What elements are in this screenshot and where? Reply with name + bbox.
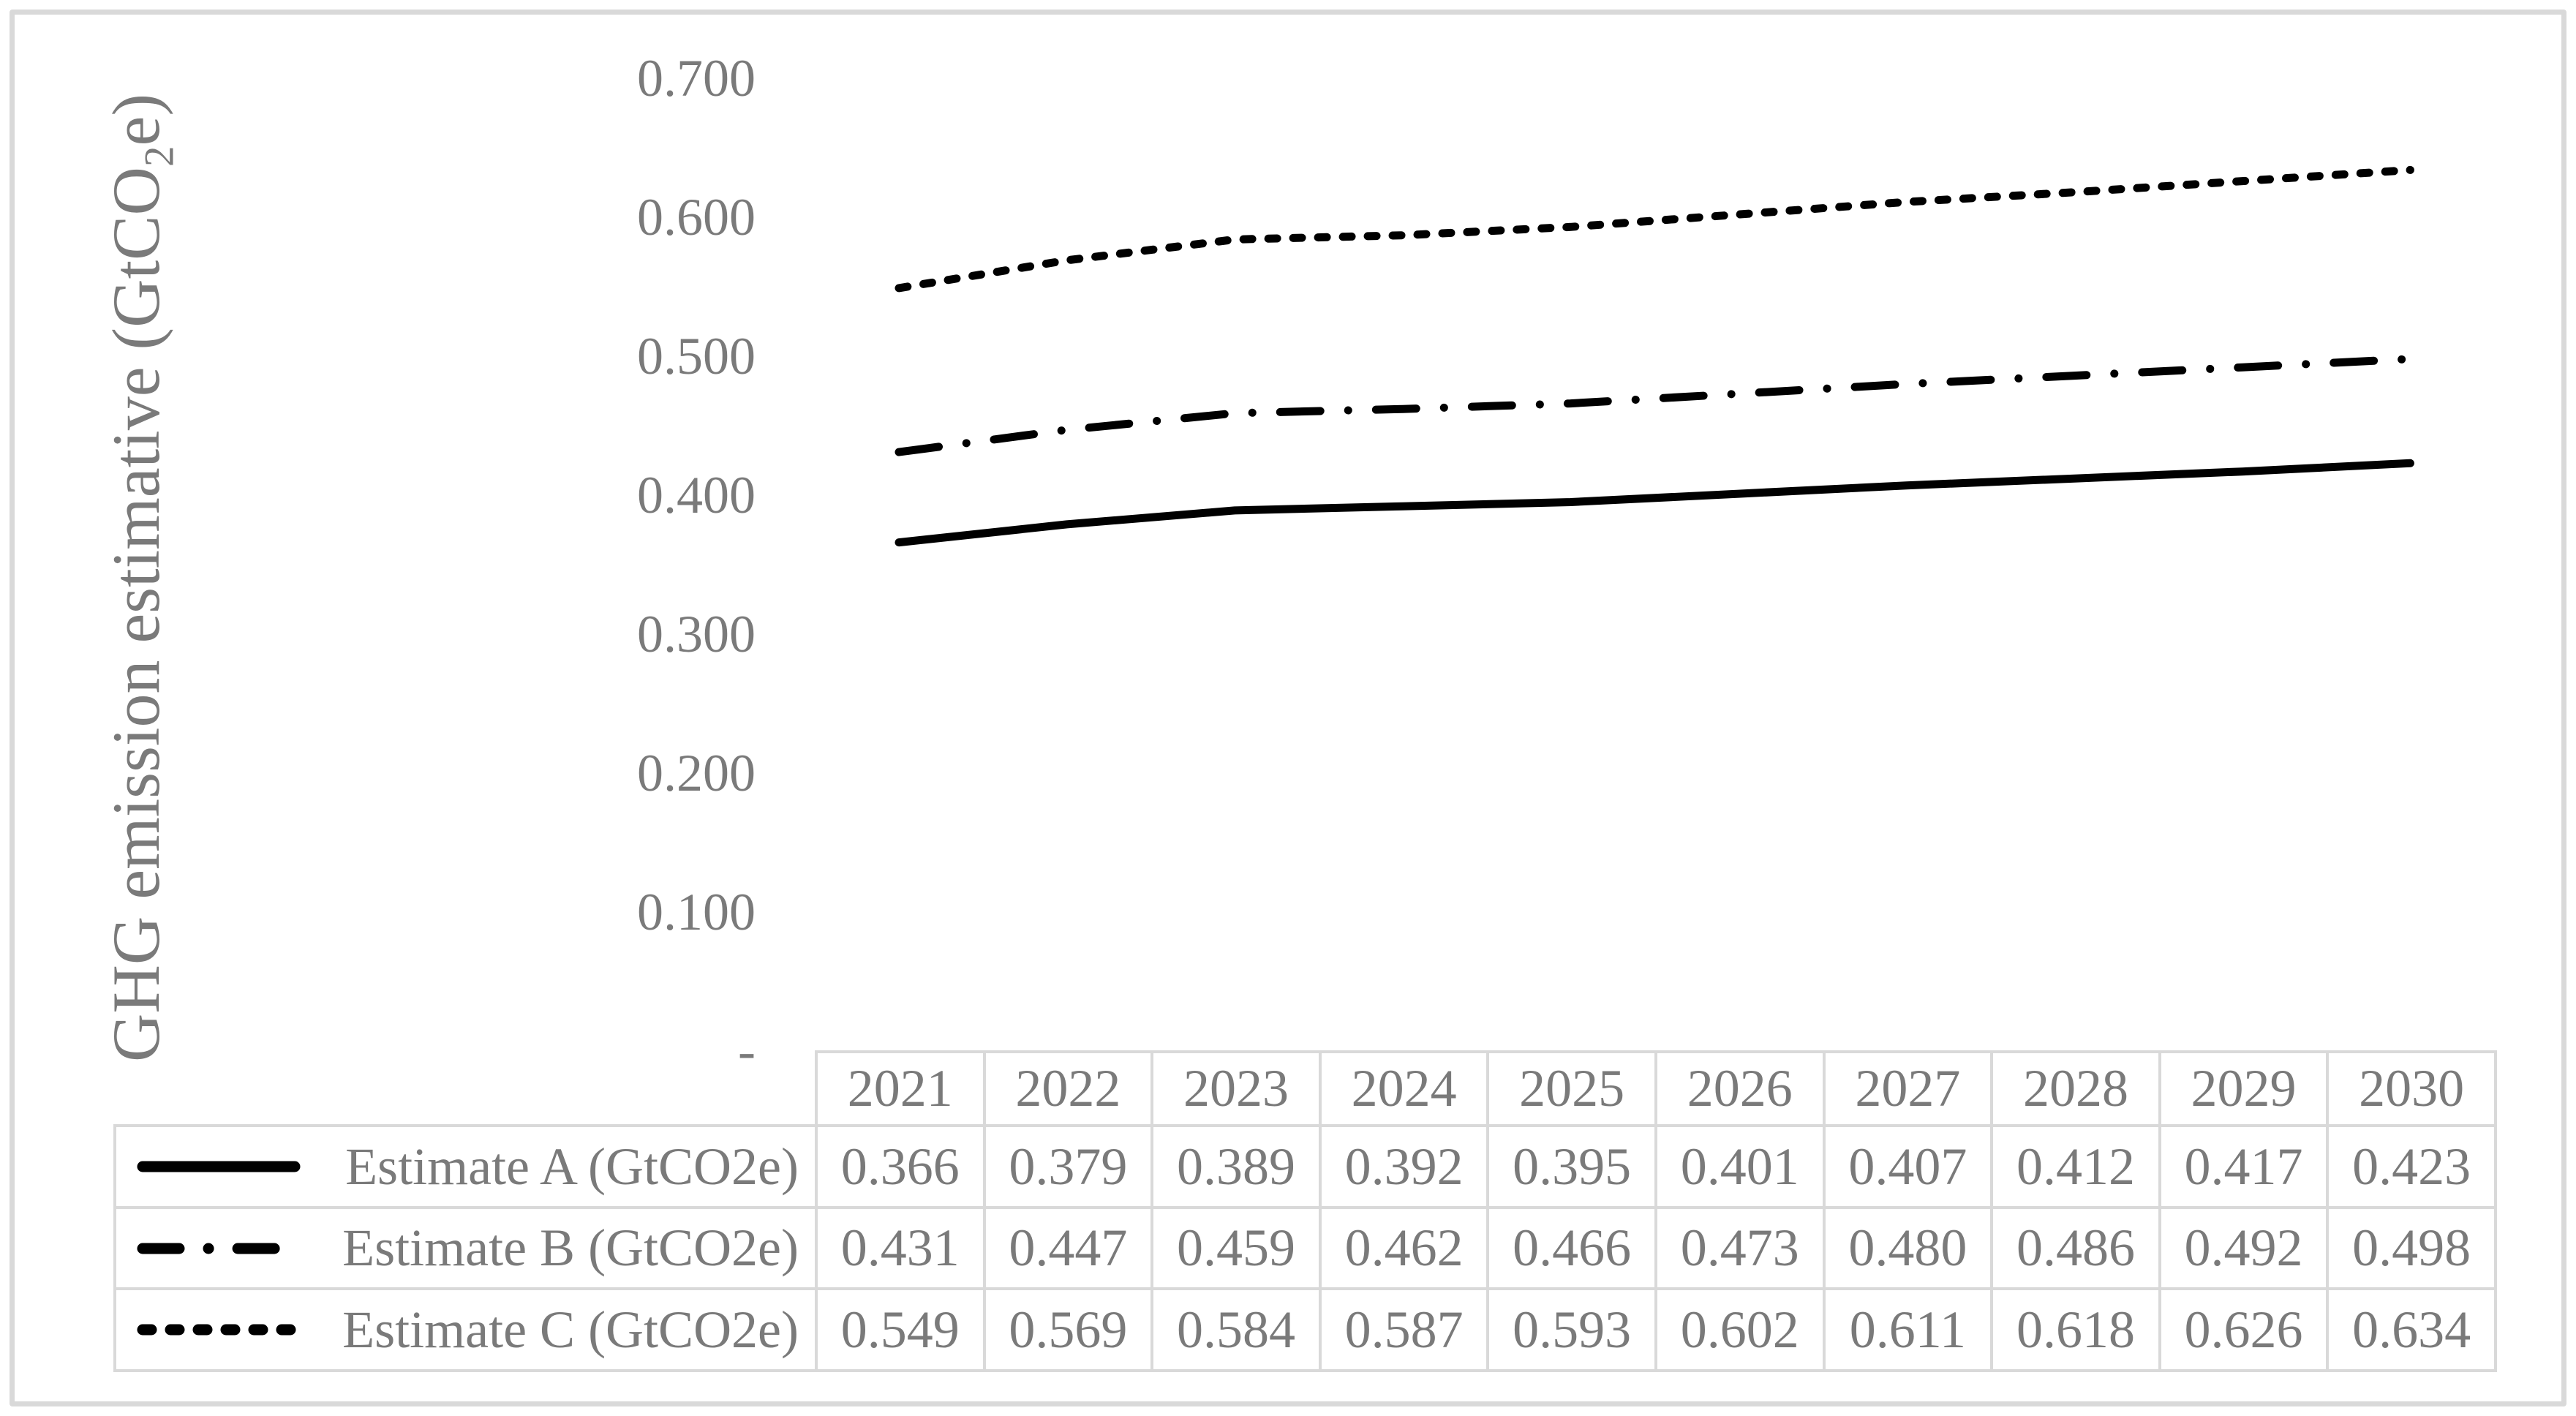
value-cell: 0.602 [1654, 1287, 1826, 1372]
year-header-cell: 2028 [1990, 1050, 2161, 1127]
legend-key-line-a [137, 1161, 301, 1172]
y-tick-label: 0.300 [637, 605, 756, 663]
value-cell: 0.486 [1990, 1206, 2161, 1290]
value-cell: 0.611 [1822, 1287, 1994, 1372]
legend-cell-a: Estimate A (GtCO2e) [113, 1124, 818, 1209]
table-row: Estimate C (GtCO2e) 0.549 0.569 0.584 0.587 0… [113, 1287, 2497, 1372]
value-cell: 0.593 [1486, 1287, 1657, 1372]
legend-cell-c: Estimate C (GtCO2e) [113, 1287, 818, 1372]
value-cell: 0.431 [815, 1206, 986, 1290]
data-table: 2021 2022 2023 2024 2025 2026 2027 2028 2029 2030… [113, 1050, 2497, 1372]
value-cell: 0.417 [2158, 1124, 2330, 1209]
value-cell: 0.569 [982, 1287, 1154, 1372]
y-tick-label: 0.100 [637, 883, 756, 941]
value-cell: 0.379 [982, 1124, 1154, 1209]
value-cell: 0.401 [1654, 1124, 1826, 1209]
value-cell: 0.549 [815, 1287, 986, 1372]
y-tick-label: 0.500 [637, 327, 756, 385]
value-cell: 0.587 [1318, 1287, 1490, 1372]
value-cell: 0.498 [2326, 1206, 2497, 1290]
year-header-cell: 2026 [1654, 1050, 1826, 1127]
series-line-a [895, 459, 2414, 547]
value-cell: 0.492 [2158, 1206, 2330, 1290]
year-header-cell: 2024 [1318, 1050, 1490, 1127]
value-cell: 0.389 [1150, 1124, 1322, 1209]
series-line-b [895, 355, 2414, 456]
value-cell: 0.395 [1486, 1124, 1657, 1209]
value-cell: 0.584 [1150, 1287, 1322, 1372]
table-corner-blank [115, 1052, 816, 1126]
value-cell: 0.366 [815, 1124, 986, 1209]
year-header-cell: 2023 [1150, 1050, 1322, 1127]
value-cell: 0.462 [1318, 1206, 1490, 1290]
table-row: Estimate A (GtCO2e) 0.366 0.379 0.389 0.392 0… [113, 1124, 2497, 1209]
y-axis-title-subscript: 2 [136, 146, 183, 167]
legend-label: Estimate B (GtCO2e) [342, 1219, 799, 1277]
value-cell: 0.634 [2326, 1287, 2497, 1372]
y-tick-label: 0.400 [637, 466, 756, 524]
value-cell: 0.412 [1990, 1124, 2161, 1209]
value-cell: 0.480 [1822, 1206, 1994, 1290]
y-tick-label: 0.700 [637, 49, 756, 108]
y-axis-title-text: GHG emission estimative (GtCO [99, 167, 173, 1062]
table-row: Estimate B (GtCO2e) 0.431 0.447 0.459 0.462 0… [113, 1206, 2497, 1290]
legend-label: Estimate A (GtCO2e) [345, 1137, 799, 1196]
value-cell: 0.423 [2326, 1124, 2497, 1209]
year-header-cell: 2021 [815, 1050, 986, 1127]
value-cell: 0.466 [1486, 1206, 1657, 1290]
value-cell: 0.618 [1990, 1287, 2161, 1372]
value-cell: 0.626 [2158, 1287, 2330, 1372]
value-cell: 0.407 [1822, 1124, 1994, 1209]
value-cell: 0.447 [982, 1206, 1154, 1290]
value-cell: 0.392 [1318, 1124, 1490, 1209]
year-header-cell: 2022 [982, 1050, 1154, 1127]
year-header-cell: 2025 [1486, 1050, 1657, 1127]
series-line-c [895, 165, 2414, 293]
y-tick-label: 0.600 [637, 188, 756, 246]
legend-cell-b: Estimate B (GtCO2e) [113, 1206, 818, 1290]
y-axis-title-suffix: e) [99, 94, 173, 146]
legend-key-line-c [137, 1324, 301, 1336]
y-tick-label: - [738, 1022, 756, 1080]
legend-label: Estimate C (GtCO2e) [342, 1300, 799, 1359]
year-header-cell: 2027 [1822, 1050, 1994, 1127]
legend-key-line-b [137, 1243, 301, 1254]
year-header-cell: 2030 [2326, 1050, 2497, 1127]
year-header-cell: 2029 [2158, 1050, 2330, 1127]
y-tick-label: 0.200 [637, 744, 756, 802]
value-cell: 0.459 [1150, 1206, 1322, 1290]
value-cell: 0.473 [1654, 1206, 1826, 1290]
